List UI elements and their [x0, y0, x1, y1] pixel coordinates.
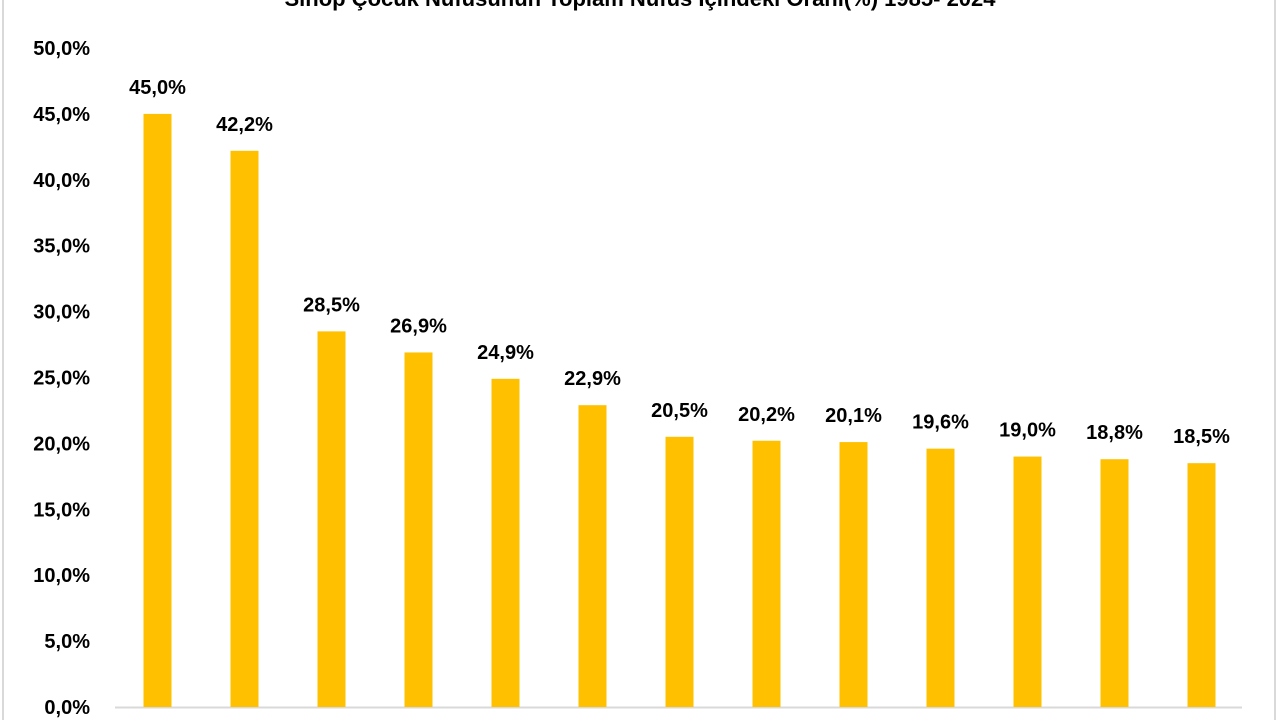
bar	[491, 378, 520, 707]
y-tick-label: 45,0%	[33, 104, 90, 126]
y-tick-label: 30,0%	[33, 302, 90, 324]
bar	[578, 405, 607, 707]
data-label: 18,5%	[1173, 426, 1230, 448]
bar	[143, 113, 172, 707]
data-label: 26,9%	[390, 315, 447, 337]
data-label: 20,5%	[651, 400, 708, 422]
data-label: 20,2%	[738, 404, 795, 426]
data-label: 45,0%	[129, 77, 186, 99]
bar	[839, 442, 868, 707]
bar	[665, 436, 694, 707]
y-tick-label: 15,0%	[33, 499, 90, 521]
data-label: 18,8%	[1086, 422, 1143, 444]
y-tick-label: 0,0%	[44, 697, 90, 719]
data-label: 19,0%	[999, 420, 1056, 442]
bar	[1100, 459, 1129, 707]
y-tick-label: 50,0%	[33, 38, 90, 60]
y-tick-label: 40,0%	[33, 170, 90, 192]
y-tick-label: 10,0%	[33, 565, 90, 587]
bar	[926, 448, 955, 707]
y-tick-label: 25,0%	[33, 368, 90, 390]
data-label: 42,2%	[216, 114, 273, 136]
bar	[404, 352, 433, 707]
bar	[1187, 463, 1216, 707]
data-label: 22,9%	[564, 368, 621, 390]
data-label: 24,9%	[477, 342, 534, 364]
bar	[1013, 456, 1042, 707]
data-label: 28,5%	[303, 294, 360, 316]
bar	[230, 150, 259, 707]
y-tick-label: 35,0%	[33, 236, 90, 258]
data-label: 20,1%	[825, 405, 882, 427]
bar	[317, 331, 346, 707]
chart-title: Sinop Çocuk Nüfusunun Toplam Nüfus İçind…	[0, 0, 1280, 12]
y-tick-label: 5,0%	[44, 631, 90, 653]
y-tick-label: 20,0%	[33, 433, 90, 455]
data-label: 19,6%	[912, 412, 969, 434]
bar	[752, 440, 781, 707]
